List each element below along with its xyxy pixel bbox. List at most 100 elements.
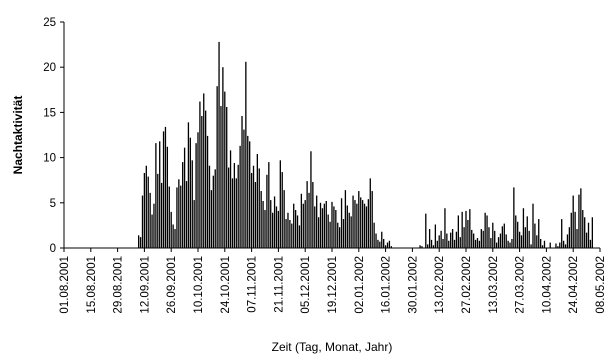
bar [157, 173, 159, 248]
x-tick-label: 12.09.2001 [139, 256, 151, 314]
bar [216, 86, 218, 249]
bar [153, 203, 155, 248]
bar [365, 206, 368, 248]
bar [239, 145, 241, 248]
bar [262, 200, 264, 248]
bar [453, 239, 456, 248]
bar [444, 208, 446, 248]
bar [373, 222, 375, 248]
bar [532, 203, 534, 248]
bar [321, 208, 324, 248]
bar [578, 194, 580, 248]
bar [549, 242, 551, 248]
bar [522, 208, 525, 248]
x-tick-label: 30.01.2002 [407, 256, 419, 314]
bar [220, 106, 222, 248]
bar [585, 232, 588, 248]
bar [308, 192, 310, 248]
bar [384, 245, 387, 248]
bar [268, 162, 270, 248]
bar [566, 234, 569, 248]
bar [576, 229, 578, 248]
bar [482, 230, 484, 248]
bar [245, 61, 247, 248]
bar [434, 224, 437, 248]
bar [538, 219, 540, 248]
bar [159, 141, 161, 248]
bar [272, 212, 274, 248]
bar [145, 165, 147, 248]
bar [201, 116, 203, 249]
bar [197, 132, 199, 248]
bar [375, 233, 377, 248]
x-tick-label: 10.10.2001 [193, 256, 205, 314]
bar [323, 203, 325, 248]
bar [229, 150, 232, 248]
bar [501, 226, 504, 248]
bar [497, 237, 500, 248]
y-tick-label: 5 [50, 198, 56, 210]
bar [333, 206, 335, 248]
bar [294, 210, 297, 248]
bar [289, 219, 291, 248]
bar [486, 215, 488, 248]
bar [386, 242, 389, 248]
bar [327, 214, 329, 248]
bar [162, 131, 165, 248]
bar [528, 230, 530, 248]
bar [241, 116, 243, 249]
bar [339, 227, 341, 248]
x-tick-label: 13.03.2002 [488, 256, 500, 314]
bar [356, 203, 358, 248]
bar [507, 240, 509, 248]
x-tick-label: 27.03.2002 [515, 256, 527, 314]
bar [227, 167, 230, 248]
y-tick-label: 25 [43, 17, 56, 29]
bar [331, 201, 333, 248]
bar [476, 238, 479, 248]
bar [205, 110, 207, 248]
bar [166, 146, 169, 248]
bar [587, 222, 590, 248]
y-axis-title: Nachtaktivität [11, 96, 25, 175]
bar [174, 229, 176, 248]
bar [526, 216, 528, 248]
bar [568, 227, 571, 248]
x-tick-label: 08.05.2002 [595, 256, 607, 314]
bar [285, 219, 287, 248]
bar [463, 227, 465, 248]
bar [170, 211, 172, 248]
bar [517, 221, 519, 248]
bar [419, 245, 421, 248]
bar [455, 231, 458, 248]
bar [361, 200, 364, 248]
bar [222, 67, 224, 248]
x-tick-label: 21.11.2001 [273, 256, 285, 313]
bar [377, 239, 379, 248]
bar [564, 244, 567, 248]
bar [138, 235, 140, 248]
bar [275, 206, 278, 248]
bar [172, 224, 174, 248]
bar [233, 163, 236, 248]
x-tick-label: 26.09.2001 [166, 256, 178, 314]
x-tick-label: 29.08.2001 [113, 256, 125, 314]
bar [258, 168, 260, 248]
bar [369, 178, 371, 248]
x-tick-label: 01.08.2001 [59, 256, 71, 314]
bar [561, 219, 563, 248]
bar [503, 223, 505, 248]
x-ticks-group: 01.08.2001 15.08.2001 29.08.2001 12.09.2001… [59, 248, 607, 314]
bar [442, 238, 444, 248]
y-tick-label: 15 [43, 107, 56, 119]
bar [183, 147, 186, 248]
bar [235, 178, 237, 248]
bar [436, 240, 438, 248]
bar [584, 217, 586, 248]
bar [457, 215, 459, 248]
bar [492, 222, 494, 248]
bar [530, 244, 532, 248]
bar [287, 212, 289, 248]
bar [541, 245, 544, 248]
bar [371, 191, 373, 248]
